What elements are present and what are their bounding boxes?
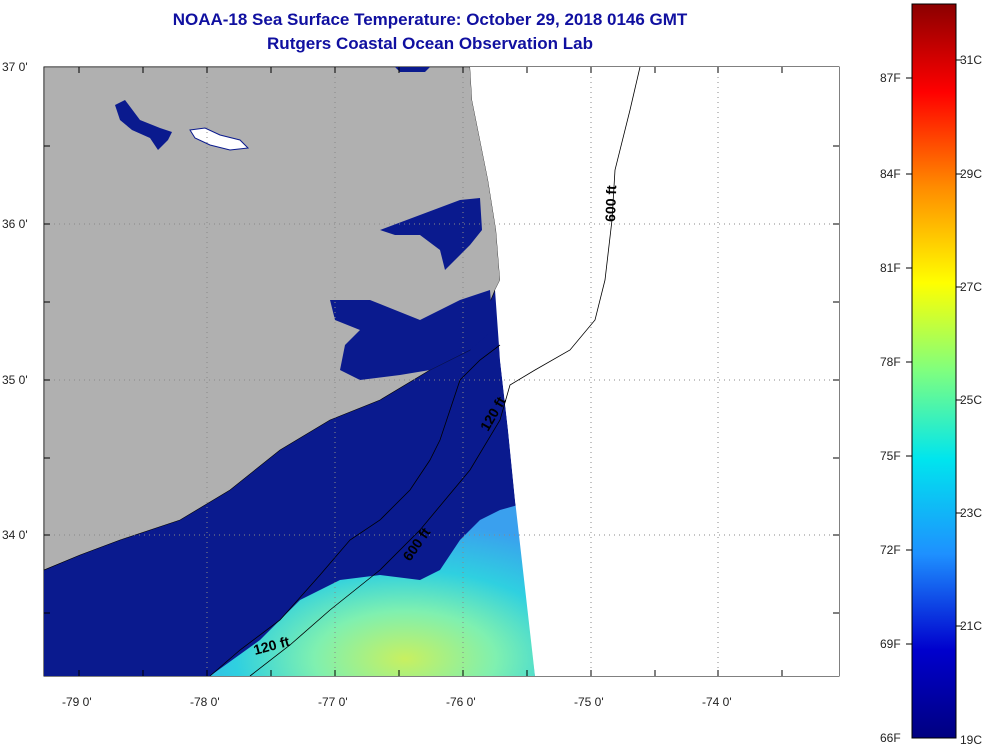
lake-river (115, 100, 172, 150)
colorbar-ticks (906, 59, 962, 645)
northern-inlet (395, 67, 430, 72)
contour-120ft (209, 344, 501, 677)
map-subtitle: Rutgers Coastal Ocean Observation Lab (267, 34, 593, 53)
colorbar-label-78f: 78F (880, 355, 901, 369)
lat-label-34: 34 0' (2, 528, 28, 542)
lon-label-75: -75 0' (574, 695, 604, 709)
pamlico-sound (330, 290, 493, 380)
colorbar-label-72f: 72F (880, 543, 901, 557)
colorbar-label-29c: 29C (960, 167, 982, 181)
lon-label-79: -79 0' (62, 695, 92, 709)
colorbar-label-31c: 31C (960, 53, 982, 67)
lat-label-37: 37 0' (2, 60, 28, 74)
lat-label-35: 35 0' (2, 373, 28, 387)
colorbar-label-21c: 21C (960, 619, 982, 633)
colorbar-label-81f: 81F (880, 261, 901, 275)
lat-label-36: 36 0' (2, 217, 28, 231)
no-data-region (470, 67, 839, 676)
colorbar-label-84f: 84F (880, 167, 901, 181)
contour-600ft (249, 66, 641, 677)
colorbar-label-25c: 25C (960, 393, 982, 407)
colorbar (911, 3, 957, 739)
colorbar-label-27c: 27C (960, 280, 982, 294)
colorbar-label-19c: 19C (960, 733, 982, 747)
cold-water-region (44, 270, 535, 676)
bathymetry-contours (209, 66, 641, 677)
colorbar-label-69f: 69F (880, 637, 901, 651)
contour-label-600-north: 600 ft (602, 185, 619, 222)
colorbar-label-75f: 75F (880, 449, 901, 463)
colorbar-label-23c: 23C (960, 506, 982, 520)
colorbar-label-87f: 87F (880, 71, 901, 85)
lon-label-77: -77 0' (318, 695, 348, 709)
map-title: NOAA-18 Sea Surface Temperature: October… (172, 10, 688, 29)
lon-label-74: -74 0' (702, 695, 732, 709)
albemarle-sound (380, 198, 482, 270)
axis-ticks (44, 67, 839, 676)
kerr-lake (189, 127, 250, 151)
colorbar-label-66f: 66F (880, 731, 901, 745)
warm-water-region (210, 505, 535, 676)
lon-label-76: -76 0' (446, 695, 476, 709)
lon-label-78: -78 0' (190, 695, 220, 709)
